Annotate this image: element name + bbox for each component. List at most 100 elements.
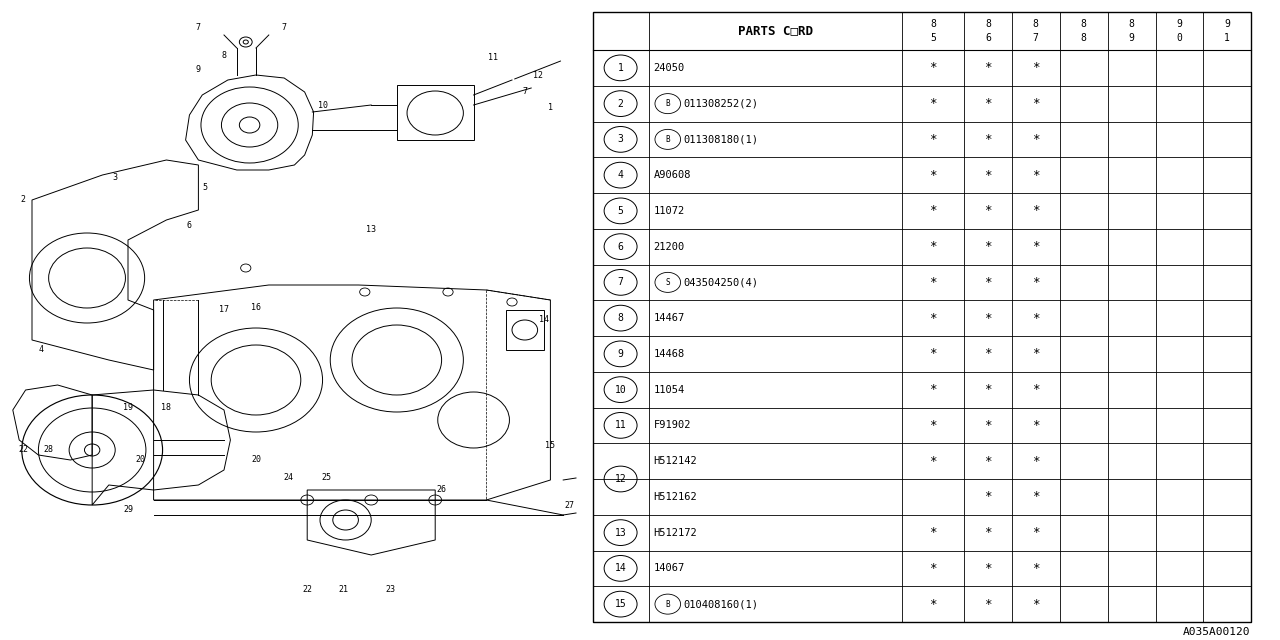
Text: *: *: [1032, 168, 1039, 182]
Text: F91902: F91902: [654, 420, 691, 430]
Text: 7: 7: [522, 88, 527, 97]
Text: 24050: 24050: [654, 63, 685, 73]
FancyBboxPatch shape: [593, 12, 1251, 622]
Text: *: *: [929, 61, 937, 74]
Text: 28: 28: [44, 445, 54, 454]
Text: PARTS C□RD: PARTS C□RD: [737, 24, 813, 38]
Text: 29: 29: [123, 506, 133, 515]
Text: 9: 9: [1224, 19, 1230, 29]
Text: 24: 24: [283, 474, 293, 483]
Text: 19: 19: [123, 403, 133, 413]
Text: *: *: [929, 240, 937, 253]
FancyBboxPatch shape: [506, 310, 544, 350]
Text: *: *: [1032, 348, 1039, 360]
Text: 8: 8: [986, 19, 991, 29]
Text: 6: 6: [618, 242, 623, 252]
Text: *: *: [984, 97, 992, 110]
Text: *: *: [984, 419, 992, 432]
Text: 011308252(2): 011308252(2): [684, 99, 758, 109]
FancyBboxPatch shape: [397, 85, 474, 140]
Text: 20: 20: [136, 456, 146, 465]
Text: H512142: H512142: [654, 456, 698, 466]
Text: 21200: 21200: [654, 242, 685, 252]
Text: *: *: [1032, 204, 1039, 218]
Text: 9: 9: [1176, 19, 1183, 29]
Text: 6: 6: [187, 221, 192, 230]
Text: 4: 4: [618, 170, 623, 180]
Text: *: *: [984, 348, 992, 360]
Text: *: *: [1032, 97, 1039, 110]
Text: 11: 11: [488, 54, 498, 63]
Text: 1: 1: [618, 63, 623, 73]
Text: 21: 21: [338, 586, 348, 595]
Text: *: *: [1032, 562, 1039, 575]
Text: *: *: [929, 133, 937, 146]
Text: *: *: [1032, 526, 1039, 539]
Text: *: *: [984, 133, 992, 146]
Text: 8: 8: [221, 51, 227, 60]
Text: 043504250(4): 043504250(4): [684, 277, 758, 287]
Text: 011308180(1): 011308180(1): [684, 134, 758, 145]
Text: *: *: [1032, 383, 1039, 396]
Text: *: *: [984, 276, 992, 289]
Text: *: *: [929, 312, 937, 324]
Text: *: *: [929, 419, 937, 432]
Text: 20: 20: [251, 456, 261, 465]
Text: 7: 7: [1033, 33, 1038, 43]
Text: H512162: H512162: [654, 492, 698, 502]
Text: *: *: [929, 454, 937, 468]
Text: *: *: [984, 312, 992, 324]
Text: 1: 1: [548, 104, 553, 113]
Text: *: *: [929, 562, 937, 575]
Text: 12: 12: [614, 474, 626, 484]
Text: *: *: [984, 562, 992, 575]
Text: 22: 22: [302, 586, 312, 595]
Text: 14067: 14067: [654, 563, 685, 573]
Text: 10: 10: [317, 100, 328, 109]
Text: *: *: [1032, 240, 1039, 253]
Text: *: *: [929, 598, 937, 611]
Text: *: *: [929, 348, 937, 360]
Text: *: *: [984, 526, 992, 539]
Text: 8: 8: [1080, 19, 1087, 29]
Text: 5: 5: [931, 33, 936, 43]
Text: 27: 27: [564, 500, 575, 509]
Text: 2: 2: [20, 195, 26, 205]
Text: 25: 25: [321, 474, 332, 483]
Text: 6: 6: [986, 33, 991, 43]
Text: 26: 26: [436, 486, 447, 495]
Text: *: *: [984, 383, 992, 396]
Text: 5: 5: [202, 184, 207, 193]
Text: 7: 7: [196, 24, 201, 33]
Text: 3: 3: [618, 134, 623, 145]
Text: 8: 8: [1033, 19, 1038, 29]
Text: 0: 0: [1176, 33, 1183, 43]
Text: *: *: [1032, 133, 1039, 146]
Text: 9: 9: [196, 65, 201, 74]
Text: *: *: [984, 490, 992, 504]
Text: B: B: [666, 99, 671, 108]
Text: 8: 8: [931, 19, 936, 29]
Text: *: *: [984, 168, 992, 182]
Text: *: *: [1032, 598, 1039, 611]
Text: 14: 14: [614, 563, 626, 573]
Text: *: *: [1032, 490, 1039, 504]
Text: *: *: [984, 454, 992, 468]
Text: S: S: [666, 278, 671, 287]
Text: 10: 10: [614, 385, 626, 395]
Text: 23: 23: [385, 586, 396, 595]
Text: 13: 13: [366, 225, 376, 234]
Text: *: *: [1032, 312, 1039, 324]
Text: 11072: 11072: [654, 206, 685, 216]
Text: 4: 4: [38, 346, 44, 355]
Text: A90608: A90608: [654, 170, 691, 180]
Text: B: B: [666, 135, 671, 144]
Text: 14: 14: [539, 316, 549, 324]
Text: 8: 8: [618, 313, 623, 323]
Text: *: *: [984, 204, 992, 218]
Text: 2: 2: [618, 99, 623, 109]
Text: A035A00120: A035A00120: [1183, 627, 1251, 637]
Text: 11054: 11054: [654, 385, 685, 395]
Text: *: *: [984, 240, 992, 253]
Text: 9: 9: [1129, 33, 1135, 43]
